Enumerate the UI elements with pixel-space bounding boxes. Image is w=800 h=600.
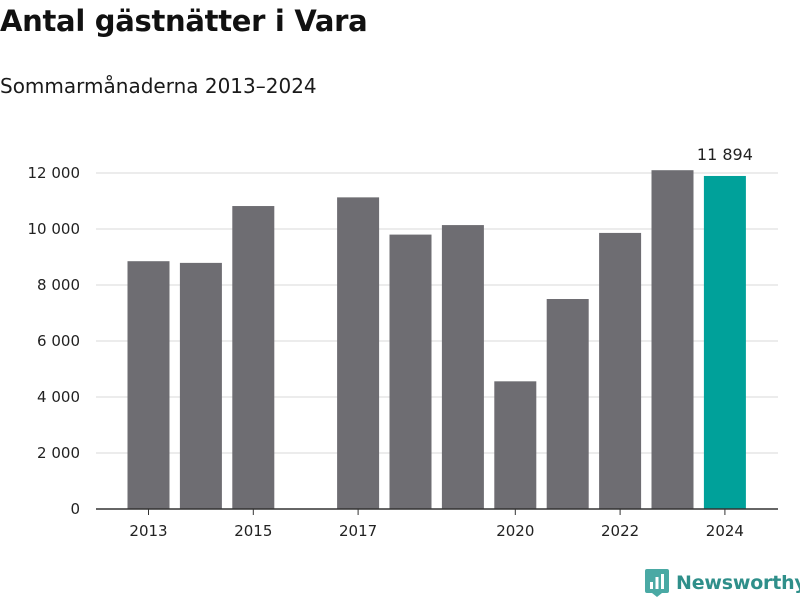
newsworthy-logo: Newsworthy (645, 569, 800, 597)
bar-2014 (179, 262, 222, 509)
y-tick-label: 4 000 (37, 388, 80, 406)
bar-2018 (389, 234, 432, 509)
bar-2013 (127, 261, 170, 509)
newsworthy-logo-icon (645, 569, 669, 597)
y-tick-label: 0 (70, 500, 80, 518)
bar-2024 (703, 175, 746, 509)
chart-title: Antal gästnätter i Vara (0, 4, 368, 38)
chart-subtitle: Sommarmånaderna 2013–2024 (0, 74, 317, 98)
x-tick-label: 2015 (234, 522, 272, 540)
y-tick-label: 10 000 (28, 220, 81, 238)
data-label: 11 894 (697, 145, 753, 164)
x-tick-label: 2020 (496, 522, 534, 540)
bar-2022 (599, 232, 642, 510)
y-tick-label: 2 000 (37, 444, 80, 462)
logo-text: Newsworthy (676, 572, 800, 594)
x-axis-ticks: 2013 2015 2017 2020 2022 2024 (96, 508, 778, 540)
x-tick-label: 2013 (129, 522, 167, 540)
bar-2015 (232, 206, 275, 510)
bars (127, 170, 746, 510)
y-tick-label: 12 000 (28, 164, 81, 182)
data-labels: 11 894 (697, 145, 753, 164)
x-tick-label: 2022 (601, 522, 639, 540)
bar-2020 (494, 381, 537, 509)
x-tick-label: 2017 (339, 522, 377, 540)
bar-2023 (651, 170, 694, 509)
bar-2017 (337, 197, 380, 510)
y-axis-ticks: 0 2 000 4 000 6 000 8 000 10 000 12 000 (28, 164, 81, 518)
y-tick-label: 8 000 (37, 276, 80, 294)
bar-2019 (441, 225, 484, 509)
bar-2021 (546, 299, 589, 509)
y-tick-label: 6 000 (37, 332, 80, 350)
x-tick-label: 2024 (706, 522, 744, 540)
